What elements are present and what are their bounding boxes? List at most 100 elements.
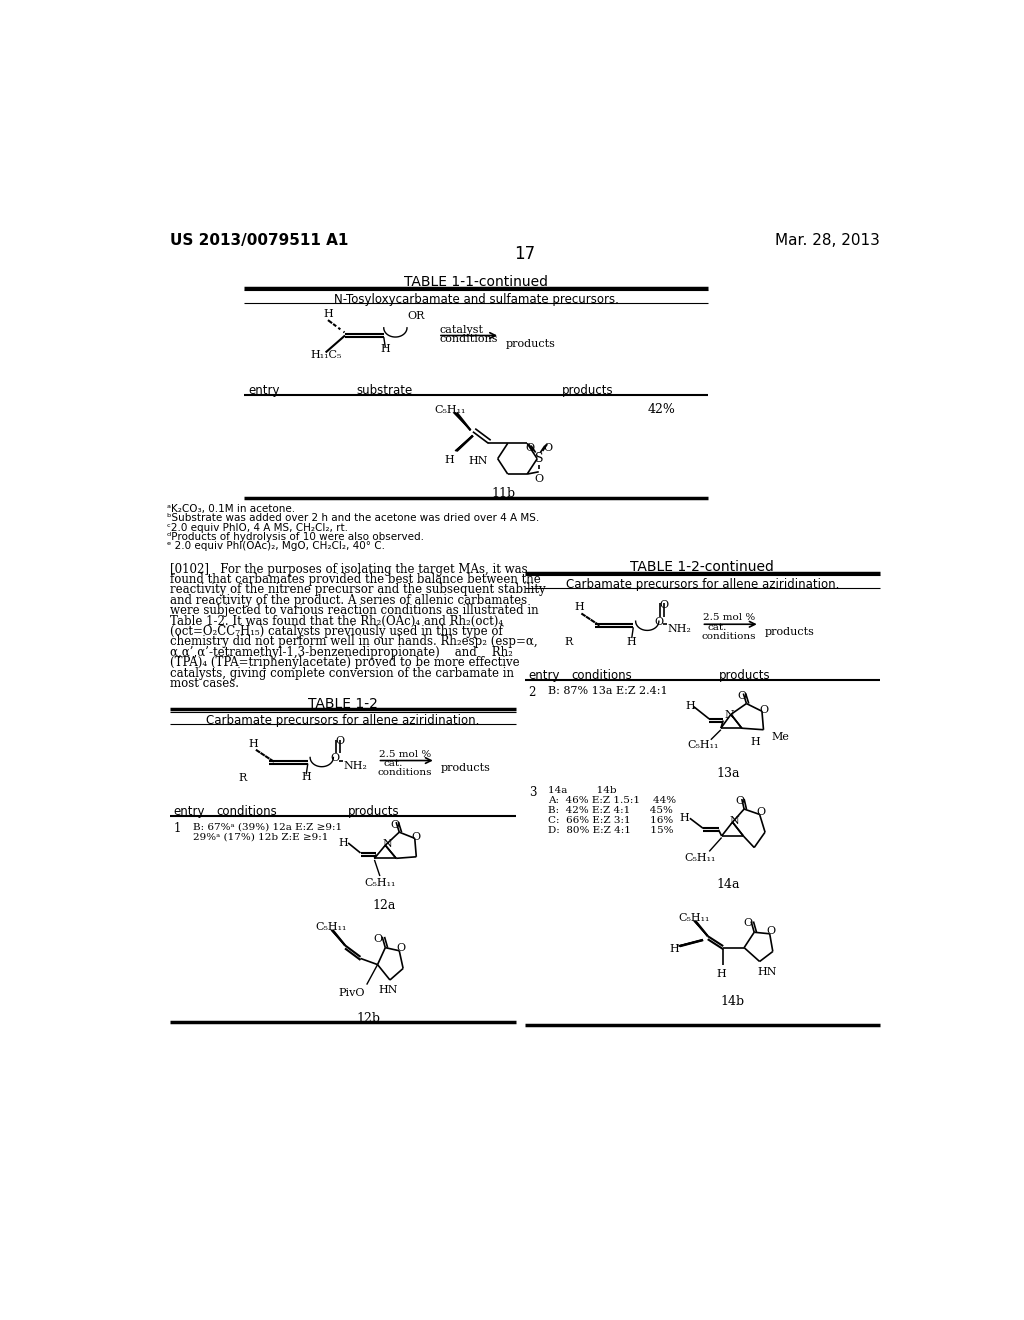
Text: 14a         14b: 14a 14b xyxy=(548,785,616,795)
Text: O: O xyxy=(396,942,406,953)
Text: US 2013/0079511 A1: US 2013/0079511 A1 xyxy=(170,234,348,248)
Text: O: O xyxy=(759,705,768,715)
Text: NH₂: NH₂ xyxy=(343,760,368,771)
Text: C:  66% E:Z 3:1      16%: C: 66% E:Z 3:1 16% xyxy=(548,816,674,825)
Text: C₅H₁₁: C₅H₁₁ xyxy=(365,878,395,888)
Text: TABLE 1-2-continued: TABLE 1-2-continued xyxy=(631,560,774,574)
Text: O: O xyxy=(767,927,776,936)
Text: found that carbamates provided the best balance between the: found that carbamates provided the best … xyxy=(170,573,541,586)
Text: α,α’,α’-tetramethyl-1,3-benzenedipropionate)    and    Rh₂: α,α’,α’-tetramethyl-1,3-benzenedipropion… xyxy=(170,645,513,659)
Text: S: S xyxy=(535,453,543,465)
Text: O: O xyxy=(336,737,345,746)
Text: HN: HN xyxy=(758,966,777,977)
Text: C₅H₁₁: C₅H₁₁ xyxy=(678,913,710,923)
Text: 14b: 14b xyxy=(721,995,744,1008)
Text: H: H xyxy=(324,309,333,319)
Text: R: R xyxy=(564,638,572,647)
Text: H: H xyxy=(670,944,679,954)
Text: O: O xyxy=(654,616,664,627)
Text: H: H xyxy=(301,772,311,783)
Text: 42%: 42% xyxy=(647,404,675,416)
Text: entry: entry xyxy=(174,805,205,818)
Text: B: 87% 13a E:Z 2.4:1: B: 87% 13a E:Z 2.4:1 xyxy=(548,686,668,696)
Text: C₅H₁₁: C₅H₁₁ xyxy=(687,739,719,750)
Text: cat.: cat. xyxy=(384,759,403,768)
Text: ᵇSubstrate was added over 2 h and the acetone was dried over 4 A MS.: ᵇSubstrate was added over 2 h and the ac… xyxy=(167,513,539,523)
Text: O: O xyxy=(737,692,746,701)
Text: entry: entry xyxy=(528,669,560,682)
Text: H: H xyxy=(339,837,348,847)
Text: products: products xyxy=(765,627,815,636)
Text: products: products xyxy=(562,384,613,397)
Text: conditions: conditions xyxy=(701,632,756,642)
Text: ᵉ 2.0 equiv PhI(OAc)₂, MgO, CH₂Cl₂, 40° C.: ᵉ 2.0 equiv PhI(OAc)₂, MgO, CH₂Cl₂, 40° … xyxy=(167,541,385,550)
Text: substrate: substrate xyxy=(356,384,413,397)
Text: 2.5 mol %: 2.5 mol % xyxy=(703,614,756,623)
Text: ᵃK₂CO₃, 0.1M in acetone.: ᵃK₂CO₃, 0.1M in acetone. xyxy=(167,504,295,513)
Text: H: H xyxy=(627,638,637,647)
Text: were subjected to various reaction conditions as illustrated in: were subjected to various reaction condi… xyxy=(170,605,539,618)
Text: Me: Me xyxy=(771,733,790,742)
Text: products: products xyxy=(348,805,399,818)
Text: H: H xyxy=(716,969,726,979)
Text: products: products xyxy=(441,763,490,772)
Text: 17: 17 xyxy=(514,246,536,264)
Text: ᶜ2.0 equiv PhIO, 4 A MS, CH₂Cl₂, rt.: ᶜ2.0 equiv PhIO, 4 A MS, CH₂Cl₂, rt. xyxy=(167,523,348,532)
Text: [0102]   For the purposes of isolating the target MAs, it was: [0102] For the purposes of isolating the… xyxy=(170,562,527,576)
Text: most cases.: most cases. xyxy=(170,677,239,690)
Text: 12a: 12a xyxy=(372,899,395,912)
Text: catalyst: catalyst xyxy=(439,325,483,335)
Text: H: H xyxy=(751,738,761,747)
Text: O: O xyxy=(412,832,421,842)
Text: conditions: conditions xyxy=(439,334,498,345)
Text: N: N xyxy=(725,710,734,721)
Text: TABLE 1-2: TABLE 1-2 xyxy=(308,697,378,710)
Text: C₅H₁₁: C₅H₁₁ xyxy=(434,405,465,414)
Text: H: H xyxy=(444,455,455,465)
Text: H: H xyxy=(680,813,689,822)
Text: C₅H₁₁: C₅H₁₁ xyxy=(684,853,716,863)
Text: HN: HN xyxy=(379,985,398,994)
Text: products: products xyxy=(719,669,770,682)
Text: Carbamate precursors for allene aziridination.: Carbamate precursors for allene aziridin… xyxy=(206,714,479,727)
Text: H: H xyxy=(685,701,694,711)
Text: 3: 3 xyxy=(528,785,537,799)
Text: conditions: conditions xyxy=(216,805,278,818)
Text: B:  42% E:Z 4:1      45%: B: 42% E:Z 4:1 45% xyxy=(548,807,673,814)
Text: O: O xyxy=(373,933,382,944)
Text: O: O xyxy=(525,444,534,453)
Text: O: O xyxy=(331,752,340,763)
Text: O: O xyxy=(743,919,753,928)
Text: H₁₁C₅: H₁₁C₅ xyxy=(310,350,341,360)
Text: O: O xyxy=(390,820,399,830)
Text: H: H xyxy=(249,739,258,748)
Text: N: N xyxy=(382,840,392,849)
Text: products: products xyxy=(506,339,556,348)
Text: C₅H₁₁: C₅H₁₁ xyxy=(315,923,347,932)
Text: O: O xyxy=(757,807,766,817)
Text: Mar. 28, 2013: Mar. 28, 2013 xyxy=(775,234,880,248)
Text: TABLE 1-1-continued: TABLE 1-1-continued xyxy=(404,276,548,289)
Text: entry: entry xyxy=(248,384,280,397)
Text: 29%ᵃ (17%) 12b Z:E ≥9:1: 29%ᵃ (17%) 12b Z:E ≥9:1 xyxy=(194,832,329,841)
Text: chemistry did not perform well in our hands. Rh₂esp₂ (esp=α,: chemistry did not perform well in our ha… xyxy=(170,635,538,648)
Text: R: R xyxy=(239,774,247,783)
Text: B: 67%ᵃ (39%) 12a E:Z ≥9:1: B: 67%ᵃ (39%) 12a E:Z ≥9:1 xyxy=(194,822,342,832)
Text: A:  46% E:Z 1.5:1    44%: A: 46% E:Z 1.5:1 44% xyxy=(548,796,676,805)
Text: H: H xyxy=(574,602,584,612)
Text: N-Tosyloxycarbamate and sulfamate precursors.: N-Tosyloxycarbamate and sulfamate precur… xyxy=(334,293,618,306)
Text: HN: HN xyxy=(469,457,488,466)
Text: 1: 1 xyxy=(174,822,181,836)
Text: catalysts, giving complete conversion of the carbamate in: catalysts, giving complete conversion of… xyxy=(170,667,514,680)
Text: (TPA)₄ (TPA=triphenylacetate) proved to be more effective: (TPA)₄ (TPA=triphenylacetate) proved to … xyxy=(170,656,519,669)
Text: ᵈProducts of hydrolysis of 10 were also observed.: ᵈProducts of hydrolysis of 10 were also … xyxy=(167,532,424,541)
Text: 12b: 12b xyxy=(356,1012,380,1026)
Text: OR: OR xyxy=(407,312,424,321)
Text: O: O xyxy=(659,599,669,610)
Text: N: N xyxy=(729,816,739,826)
Text: Carbamate precursors for allene aziridination.: Carbamate precursors for allene aziridin… xyxy=(565,578,839,591)
Text: D:  80% E:Z 4:1      15%: D: 80% E:Z 4:1 15% xyxy=(548,826,674,836)
Text: 14a: 14a xyxy=(717,878,740,891)
Text: 2.5 mol %: 2.5 mol % xyxy=(379,750,431,759)
Text: NH₂: NH₂ xyxy=(668,624,691,634)
